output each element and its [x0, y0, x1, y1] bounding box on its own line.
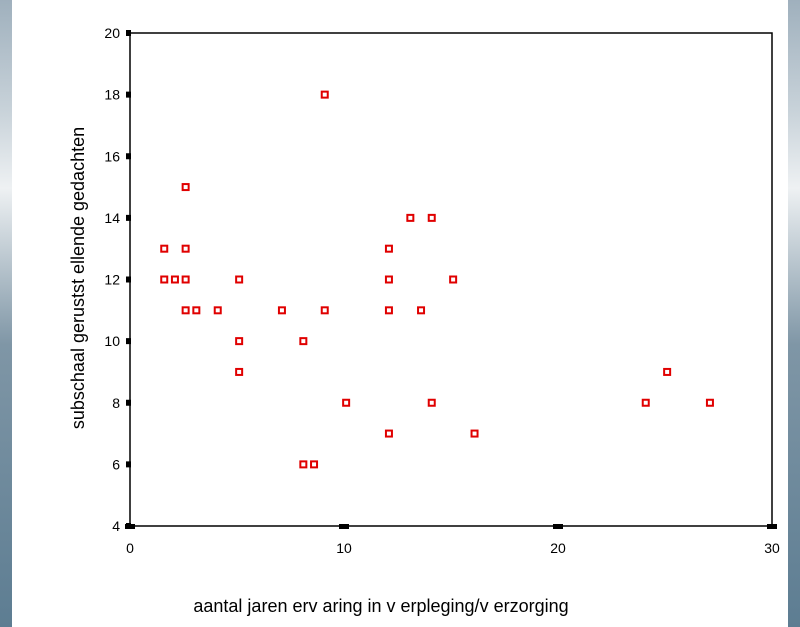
y-tick-label: 20 — [104, 25, 120, 41]
x-tick-label: 20 — [550, 540, 566, 556]
data-point — [320, 90, 329, 99]
y-tick-label: 14 — [104, 210, 120, 226]
data-point — [449, 275, 458, 284]
axis-ticks: 4 6 8 10 12 14 16 18 20 0 10 20 30 — [104, 25, 780, 556]
x-tick-mark — [125, 524, 135, 529]
x-axis-title: aantal jaren erv aring in v erpleging/v … — [193, 596, 568, 616]
y-axis-title: subschaal gerustst ellende gedachten — [68, 127, 88, 429]
y-tick-mark — [126, 91, 131, 98]
y-tick-label: 6 — [112, 456, 120, 472]
data-point — [663, 367, 672, 376]
y-tick-mark — [126, 461, 131, 468]
data-point — [384, 275, 393, 284]
data-point — [384, 244, 393, 253]
data-point — [235, 367, 244, 376]
data-point — [170, 275, 179, 284]
data-point — [641, 398, 650, 407]
y-tick-mark — [126, 153, 131, 160]
scatter-chart: 4 6 8 10 12 14 16 18 20 0 10 20 30 aantal jaren erv … — [68, 25, 780, 616]
y-tick-label: 8 — [112, 395, 120, 411]
data-point — [181, 306, 190, 315]
y-tick-label: 12 — [104, 272, 120, 288]
y-tick-label: 18 — [104, 87, 120, 103]
data-points — [160, 90, 714, 469]
y-tick-mark — [126, 30, 131, 36]
data-point — [299, 337, 308, 346]
data-point — [299, 460, 308, 469]
y-tick-mark — [126, 338, 131, 345]
data-point — [470, 429, 479, 438]
y-tick-mark — [126, 399, 131, 406]
data-point — [705, 398, 714, 407]
data-point — [235, 275, 244, 284]
y-tick-label: 4 — [112, 518, 120, 534]
x-tick-label: 10 — [336, 540, 352, 556]
data-point — [320, 306, 329, 315]
data-point — [213, 306, 222, 315]
y-tick-label: 10 — [104, 333, 120, 349]
data-point — [277, 306, 286, 315]
x-tick-label: 30 — [764, 540, 780, 556]
data-point — [235, 337, 244, 346]
data-point — [384, 306, 393, 315]
data-point — [181, 183, 190, 192]
y-tick-mark — [126, 214, 131, 221]
data-point — [406, 213, 415, 222]
data-point — [192, 306, 201, 315]
data-point — [427, 398, 436, 407]
data-point — [417, 306, 426, 315]
data-point — [427, 213, 436, 222]
x-tick-mark — [553, 524, 563, 529]
x-tick-mark — [339, 524, 349, 529]
data-point — [384, 429, 393, 438]
y-tick-mark — [126, 276, 131, 283]
x-tick-label: 0 — [126, 540, 134, 556]
chart-canvas: 4 6 8 10 12 14 16 18 20 0 10 20 30 aantal jaren erv … — [12, 0, 788, 627]
data-point — [310, 460, 319, 469]
data-point — [181, 244, 190, 253]
data-point — [181, 275, 190, 284]
data-point — [160, 275, 169, 284]
data-point — [160, 244, 169, 253]
data-point — [342, 398, 351, 407]
x-tick-mark — [767, 524, 777, 529]
y-tick-label: 16 — [104, 148, 120, 164]
